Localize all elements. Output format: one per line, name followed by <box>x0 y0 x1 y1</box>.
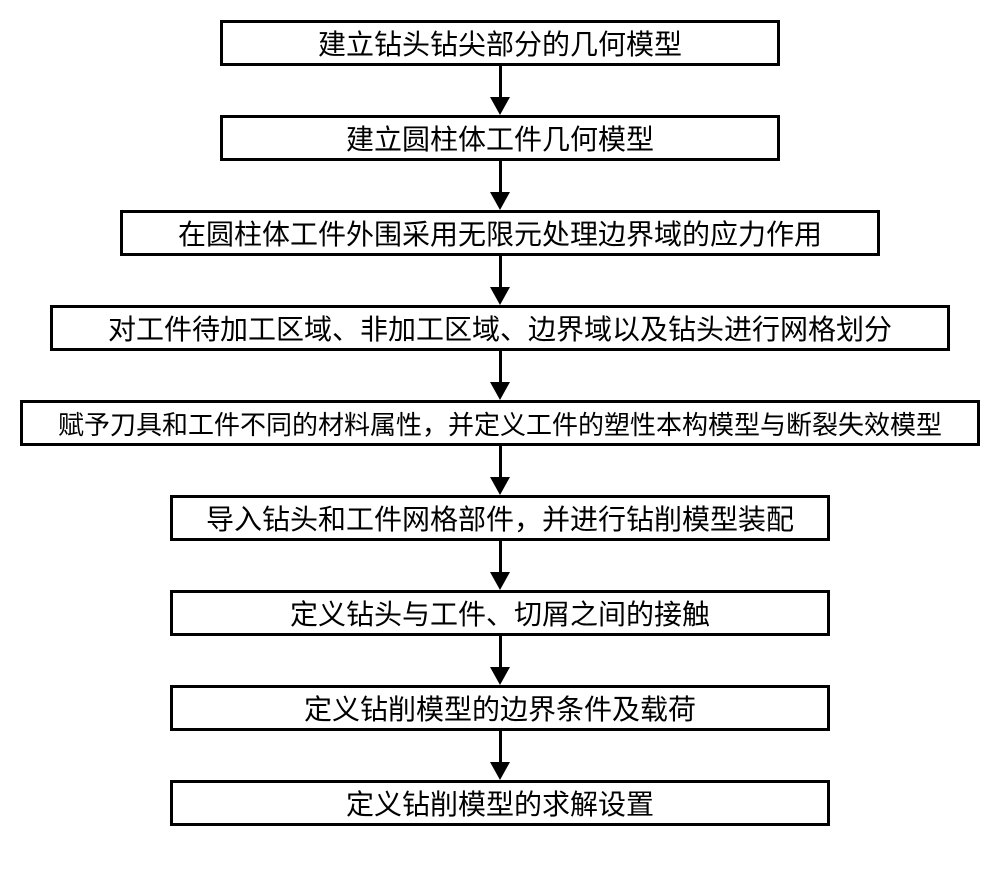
arrow-head-icon <box>490 762 510 780</box>
arrow-shaft <box>499 636 502 668</box>
arrow-shaft <box>499 351 502 383</box>
arrow-shaft <box>499 256 502 288</box>
arrow-shaft <box>499 446 502 478</box>
flowchart-node-label: 在圆柱体工件外围采用无限元处理边界域的应力作用 <box>178 213 822 253</box>
flowchart-node-label: 定义钻削模型的求解设置 <box>346 783 654 823</box>
flowchart-arrow <box>490 161 510 210</box>
arrow-head-icon <box>490 382 510 400</box>
arrow-head-icon <box>490 192 510 210</box>
flowchart-node-n7: 定义钻头与工件、切屑之间的接触 <box>170 590 830 636</box>
arrow-head-icon <box>490 477 510 495</box>
arrow-shaft <box>499 66 502 98</box>
flowchart-arrow <box>490 541 510 590</box>
arrow-head-icon <box>490 572 510 590</box>
flowchart-node-n3: 在圆柱体工件外围采用无限元处理边界域的应力作用 <box>120 210 880 256</box>
arrow-head-icon <box>490 667 510 685</box>
flowchart-arrow <box>490 446 510 495</box>
flowchart-node-n9: 定义钻削模型的求解设置 <box>170 780 830 826</box>
flowchart-node-n5: 赋予刀具和工件不同的材料属性，并定义工件的塑性本构模型与断裂失效模型 <box>20 400 980 446</box>
flowchart-node-n2: 建立圆柱体工件几何模型 <box>220 115 780 161</box>
flowchart-arrow <box>490 636 510 685</box>
arrow-shaft <box>499 731 502 763</box>
flowchart-arrow <box>490 66 510 115</box>
flowchart-node-n8: 定义钻削模型的边界条件及载荷 <box>170 685 830 731</box>
flowchart-node-label: 建立圆柱体工件几何模型 <box>346 118 654 158</box>
flowchart-node-label: 定义钻头与工件、切屑之间的接触 <box>290 593 710 633</box>
flowchart-node-n4: 对工件待加工区域、非加工区域、边界域以及钻头进行网格划分 <box>50 305 950 351</box>
arrow-head-icon <box>490 97 510 115</box>
flowchart-arrow <box>490 731 510 780</box>
flowchart-node-label: 建立钻头钻尖部分的几何模型 <box>318 23 682 63</box>
arrow-shaft <box>499 161 502 193</box>
arrow-shaft <box>499 541 502 573</box>
flowchart-arrow <box>490 256 510 305</box>
flowchart-node-n6: 导入钻头和工件网格部件，并进行钻削模型装配 <box>170 495 830 541</box>
flowchart-node-label: 赋予刀具和工件不同的材料属性，并定义工件的塑性本构模型与断裂失效模型 <box>58 405 942 442</box>
flowchart-node-label: 对工件待加工区域、非加工区域、边界域以及钻头进行网格划分 <box>108 308 892 348</box>
arrow-head-icon <box>490 287 510 305</box>
flowchart-node-n1: 建立钻头钻尖部分的几何模型 <box>220 20 780 66</box>
flowchart-arrow <box>490 351 510 400</box>
flowchart-container: 建立钻头钻尖部分的几何模型建立圆柱体工件几何模型在圆柱体工件外围采用无限元处理边… <box>20 20 980 826</box>
flowchart-node-label: 定义钻削模型的边界条件及载荷 <box>304 688 696 728</box>
flowchart-node-label: 导入钻头和工件网格部件，并进行钻削模型装配 <box>206 498 794 538</box>
